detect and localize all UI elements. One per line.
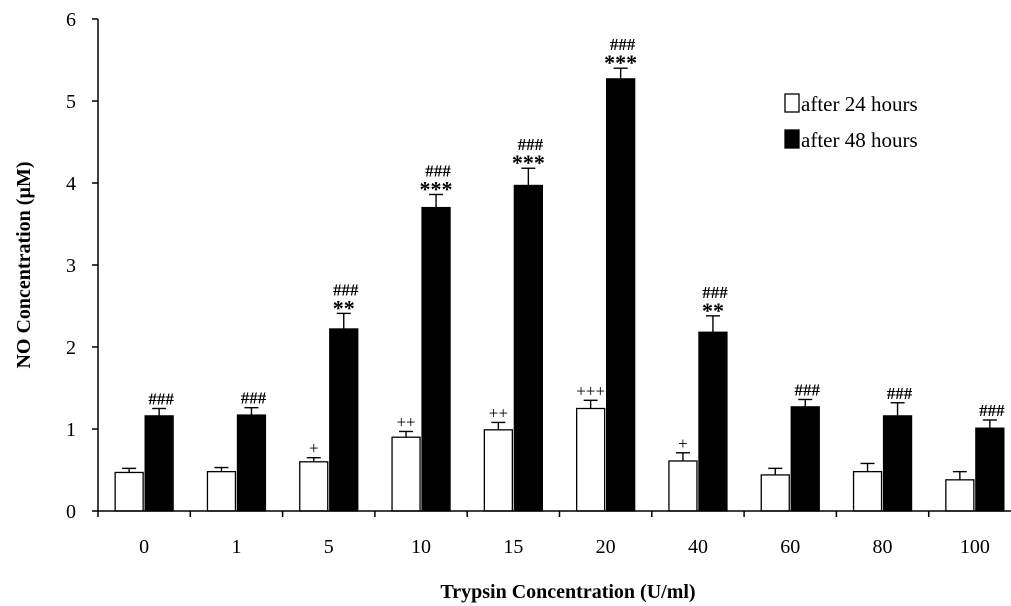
bar-48h [882,415,913,512]
bar-48h [513,184,543,512]
y-ticks: 0 1 2 3 4 5 6 [66,9,98,523]
x-tick-label: 15 [503,536,523,558]
annotation-stars: ** [702,298,724,323]
bar-24h [483,429,514,512]
x-tick-label: 5 [324,536,334,558]
bar-48h [421,206,451,512]
annotation-hashes: ### [795,380,821,399]
annotation-hashes: ### [333,280,359,299]
annotation-hashes: ### [702,283,728,302]
annotation-hashes: ### [610,35,636,54]
bar-24h [114,471,144,512]
annotation-plus: ++ [396,412,415,431]
legend-swatch-24h [784,93,800,113]
bar-48h [329,328,359,512]
annotation-stars: *** [604,50,637,75]
bar-24h [852,470,883,512]
y-axis-title: NO Concentration (µM) [13,161,35,368]
annotation-hashes: ### [887,384,913,403]
annotation-plus: + [678,434,688,453]
bar-24h [391,436,421,512]
y-tick-label: 5 [66,91,76,113]
annotations-layer: ### ###+**###++***###++***###+++***###+**… [148,35,1005,458]
y-tick-label: 0 [66,501,76,523]
annotation-hashes: ### [979,401,1005,420]
bar-24h [668,460,698,512]
annotation-stars: *** [420,176,453,201]
y-tick-label: 2 [66,337,76,359]
legend-label-24h: after 24 hours [801,92,918,116]
y-tick-label: 4 [66,173,76,195]
bar-48h [698,331,728,512]
x-tick-label: 100 [960,536,990,558]
annotation-plus: + [309,439,319,458]
annotation-stars: ** [333,295,355,320]
legend-swatch-48h [784,129,800,149]
error-bars-layer [122,67,997,480]
bar-48h [790,406,820,512]
legend: after 24 hours after 48 hours [784,92,918,152]
annotation-hashes: ### [241,389,267,408]
bar-48h [144,415,174,512]
x-axis-title: Trypsin Concentration (U/ml) [440,581,695,603]
y-tick-label: 6 [66,9,76,31]
bar-24h [576,407,606,512]
x-tick-label: 20 [596,536,616,558]
x-tick-label: 1 [231,536,241,558]
bar-48h [236,414,267,512]
x-tick-label: 10 [411,536,431,558]
x-ticks: 0 1 5 10 15 20 40 60 80 100 [97,511,990,558]
x-tick-label: 80 [873,536,893,558]
bar-48h [606,78,636,512]
bar-48h [975,427,1005,512]
bar-24h [945,479,975,512]
legend-label-48h: after 48 hours [801,128,918,152]
y-tick-label: 1 [66,419,76,441]
x-tick-label: 40 [688,536,708,558]
annotation-plus: +++ [576,381,605,400]
x-tick-label: 60 [780,536,800,558]
bar-24h [760,474,790,512]
bar-24h [206,470,237,512]
annotation-hashes: ### [425,161,451,180]
annotation-stars: *** [512,150,545,175]
annotation-plus: ++ [489,403,508,422]
annotation-hashes: ### [148,390,174,409]
bars-layer [114,78,1005,512]
y-tick-label: 3 [66,255,76,277]
x-tick-label: 0 [139,536,149,558]
bar-24h [299,461,329,512]
annotation-hashes: ### [518,135,544,154]
